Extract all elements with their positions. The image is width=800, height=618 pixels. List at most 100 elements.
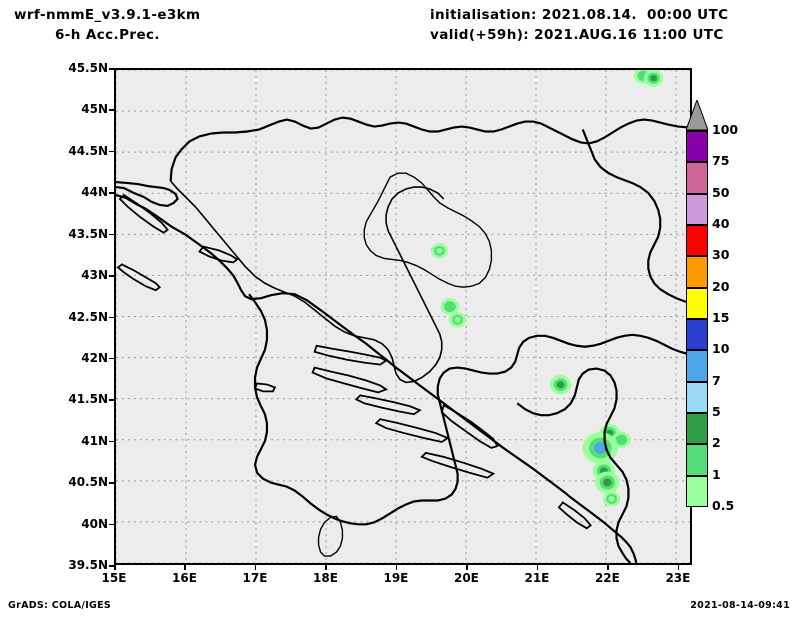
colorbar-tick [686, 349, 708, 351]
colorbar-overflow-arrow [685, 98, 709, 131]
island-korcula [420, 451, 496, 479]
island-pag [116, 263, 162, 292]
peljesac-peninsula [440, 403, 499, 449]
colorbar-segment [686, 256, 708, 288]
colorbar-segment [686, 350, 708, 382]
x-axis-tick [607, 565, 609, 570]
lake-outline [317, 515, 344, 557]
colorbar-segment [686, 193, 708, 225]
valid-time: valid(+59h): 2021.AUG.16 11:00 UTC [430, 27, 724, 43]
colorbar-tick [686, 130, 708, 131]
map-canvas [116, 70, 690, 563]
dubrovnik-area [557, 501, 592, 530]
x-axis-tick [395, 565, 398, 570]
x-axis-tick-label: 15E [101, 571, 127, 585]
colorbar-label: 15 [712, 310, 730, 325]
x-axis-tick [114, 565, 116, 570]
geography-layer [116, 116, 690, 563]
northern-border [169, 116, 690, 182]
kosovo-border [363, 172, 493, 288]
initialisation-time: initialisation: 2021.08.14. 00:00 UTC [430, 7, 729, 23]
bosnia-border [170, 180, 445, 384]
precip-cell [448, 312, 467, 328]
y-axis-tick [109, 109, 114, 111]
colorbar-tick [686, 380, 708, 382]
x-axis-tick [184, 565, 186, 570]
bulgaria-border [581, 129, 690, 305]
colorbar-label: 0.5 [712, 498, 735, 513]
precip-cell [549, 375, 572, 395]
model-title: wrf-nmmE_v3.9.1-e3km [14, 7, 201, 23]
colorbar-tick [686, 255, 708, 257]
island-brac [354, 394, 422, 416]
x-axis-tick-label: 18E [313, 571, 338, 585]
y-axis-tick-label: 43.5N [68, 226, 108, 241]
map-plot-area[interactable] [114, 68, 692, 565]
island-kornati [311, 366, 389, 394]
island-krk [198, 245, 239, 264]
colorbar-label: 2 [712, 435, 721, 451]
y-axis-tick-label: 44N [81, 185, 108, 200]
y-axis-tick [109, 399, 114, 401]
precip-cell [430, 243, 448, 259]
colorbar-tick [686, 192, 708, 194]
precip-cell [603, 491, 621, 507]
x-axis-tick [254, 565, 257, 570]
colorbar-tick [686, 224, 708, 225]
x-axis-tick-label: 17E [242, 571, 268, 585]
x-axis-tick [536, 565, 539, 570]
x-axis-tick-label: 19E [383, 571, 409, 585]
colorbar-tick [686, 161, 708, 163]
colorbar-tick [686, 506, 708, 507]
y-axis-tick-label: 45.5N [68, 61, 108, 75]
colorbar-segment [686, 413, 708, 445]
istria-coastline [116, 181, 179, 208]
y-axis-tick [109, 68, 114, 70]
grads-credit: GrADS: COLA/IGES [8, 600, 112, 611]
y-axis-tick-label: 45N [81, 102, 108, 117]
colorbar-label: 100 [712, 122, 739, 137]
colorbar-tick [686, 474, 708, 476]
x-axis-tick-label: 22E [594, 571, 620, 585]
island-vis [253, 382, 277, 393]
colorbar-label: 7 [712, 372, 721, 388]
y-axis-tick [109, 482, 114, 484]
island-dugi-otok [313, 344, 388, 366]
colorbar-tick [686, 412, 708, 413]
y-axis-tick [109, 523, 114, 526]
colorbar-tick [686, 286, 708, 288]
island-hvar [374, 418, 450, 443]
y-axis-tick [109, 440, 114, 443]
y-axis-tick [109, 150, 114, 153]
x-axis-tick [466, 565, 468, 570]
colorbar-tick [686, 443, 708, 445]
colorbar-label: 75 [712, 153, 730, 169]
colorbar-segment [686, 381, 708, 413]
field-title: 6-h Acc.Prec. [55, 27, 160, 43]
x-axis-tick-label: 21E [524, 571, 550, 585]
y-axis-tick [109, 192, 114, 194]
y-axis-tick [109, 357, 114, 360]
y-axis-tick [109, 565, 114, 567]
precip-cell [595, 471, 620, 494]
y-axis-tick-label: 44.5N [68, 143, 108, 158]
colorbar-segment [686, 444, 708, 476]
colorbar-label: 30 [712, 247, 730, 263]
island-cres [118, 193, 169, 234]
balkan-borders [248, 293, 690, 526]
x-axis-tick [677, 565, 680, 570]
y-axis-tick-label: 42N [81, 350, 108, 365]
y-axis-tick [109, 233, 114, 236]
render-timestamp: 2021-08-14-09:41 [690, 600, 790, 611]
precip-cell [643, 70, 664, 87]
colorbar-tick [686, 318, 708, 319]
colorbar-segment [686, 287, 708, 319]
y-axis-tick-label: 43N [81, 268, 108, 283]
colorbar-label: 20 [712, 278, 730, 294]
y-axis-tick-label: 39.5N [68, 558, 108, 572]
y-axis-tick-label: 40.5N [68, 475, 108, 490]
colorbar-segment [686, 225, 708, 257]
x-axis-tick-label: 20E [453, 571, 479, 585]
y-axis-tick [109, 316, 114, 318]
y-axis-tick-label: 40N [81, 516, 108, 531]
